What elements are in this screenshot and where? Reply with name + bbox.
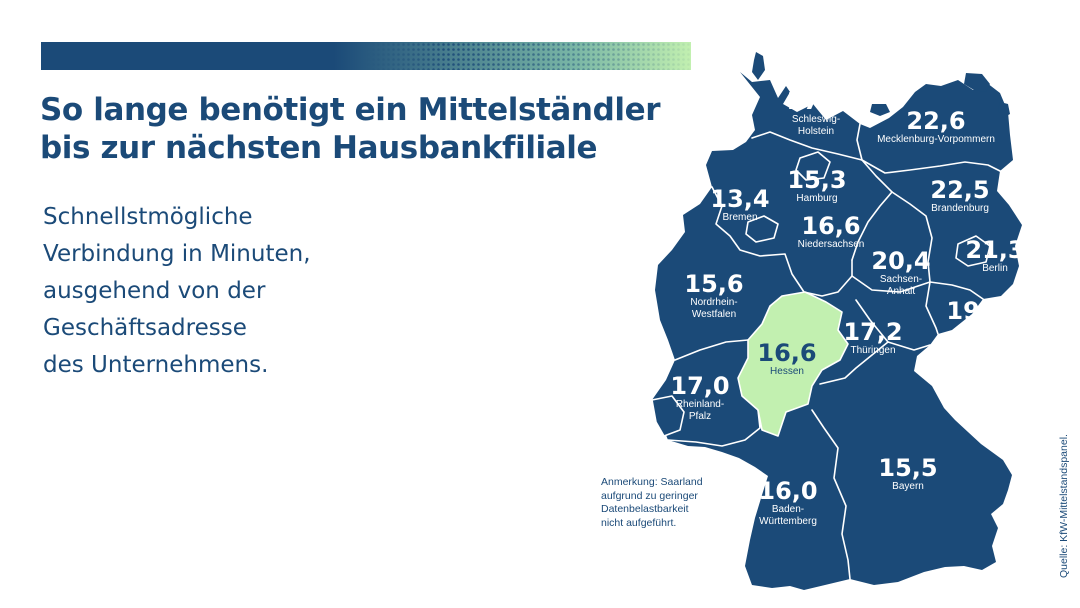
region-value: 16,6 [801, 212, 861, 240]
region-value: 21,3 [965, 236, 1025, 264]
subtitle: Schnellstmögliche Verbindung in Minuten,… [43, 199, 403, 384]
title-line: bis zur nächsten Hausbankfiliale [40, 130, 598, 166]
region-name: Westfalen [691, 309, 737, 320]
note-line: nicht aufgeführt. [601, 516, 677, 529]
subtitle-line: Schnellstmögliche [43, 204, 253, 230]
border-rp-bw [667, 409, 761, 447]
region-name: Nordrhein- [690, 297, 738, 308]
region-label-berlin: 21,3 Berlin [965, 237, 1024, 275]
region-name: Anhalt [886, 286, 916, 297]
border-st-bb [891, 191, 933, 283]
note-line: Anmerkung: Saarland [601, 476, 703, 488]
region-value: 20,4 [871, 247, 931, 275]
page-title: So lange benötigt ein Mittelständler bis… [40, 91, 720, 167]
region-label-sachsen: 19,3 Sachsen [946, 298, 1005, 336]
border-ni-east [851, 159, 893, 261]
region-name: Holstein [797, 126, 835, 137]
border-berlin [955, 235, 991, 267]
region-label-niedersachsen: 16,6 Niedersachsen [798, 213, 865, 251]
region-name: Pfalz [688, 411, 712, 422]
usedom-island [998, 102, 1010, 118]
region-value: 19,3 [946, 297, 1006, 325]
border-th-sn [925, 281, 939, 335]
note-line: aufgrund zu geringer [601, 489, 698, 502]
region-value: 22,6 [906, 107, 966, 135]
fehmarn-island [870, 104, 890, 116]
subtitle-line: Geschäftsadresse [43, 315, 247, 341]
note-line: Datenbelastbarkeit [601, 503, 689, 515]
region-value: 17,2 [843, 318, 903, 346]
region-name: Hamburg [796, 193, 838, 204]
region-label-mecklenburg-vorpommern: 22,6 Mecklenburg-Vorpommern [877, 108, 995, 146]
region-value: 17,0 [670, 372, 730, 400]
region-label-baden-wuerttemberg: 16,0 Baden- Württemberg [758, 478, 817, 528]
region-value: 15,3 [787, 166, 847, 194]
region-label-thueringen: 17,2 Thüringen [843, 319, 902, 357]
source-credit: Quelle: KfW-Mittelstandspanel. [1058, 434, 1070, 578]
border-bw-by [811, 409, 851, 580]
region-name: Baden- [771, 504, 805, 515]
region-label-nordrhein-westfalen: 15,6 Nordrhein- Westfalen [684, 271, 743, 321]
region-label-hamburg: 15,3 Hamburg [787, 167, 846, 205]
region-label-bremen: 13,4 Bremen [710, 186, 769, 224]
border-hamburg [795, 151, 831, 181]
border-mv-south [861, 159, 1003, 174]
region-value: 13,4 [710, 185, 770, 213]
region-value: 17,7 [786, 87, 846, 115]
sylt-island [752, 52, 765, 80]
region-name: Sachsen [956, 324, 996, 335]
region-name: Sachsen- [879, 274, 923, 285]
header-banner-bar [41, 42, 691, 70]
region-label-brandenburg: 22,5 Brandenburg [930, 177, 989, 215]
subtitle-line: Verbindung in Minuten, [43, 241, 311, 267]
region-name: Brandenburg [931, 203, 989, 214]
region-name: Mecklenburg-Vorpommern [877, 134, 995, 145]
region-value: 22,5 [930, 176, 990, 204]
region-label-schleswig-holstein: 17,7 Schleswig- Holstein [786, 88, 845, 138]
ruegen-island [964, 73, 990, 92]
subtitle-line: ausgehend von der [43, 278, 266, 304]
region-name: Berlin [982, 263, 1008, 274]
hessen-region [737, 291, 849, 437]
region-name: Thüringen [850, 345, 896, 356]
region-value: 15,5 [878, 454, 938, 482]
border-sh-south [751, 131, 863, 161]
title-line: So lange benötigt ein Mittelständler [40, 92, 661, 128]
border-he-by [819, 341, 889, 385]
region-name: Schleswig- [791, 114, 841, 125]
region-label-sachsen-anhalt: 20,4 Sachsen- Anhalt [871, 248, 930, 298]
region-label-rheinland-pfalz: 17,0 Rheinland- Pfalz [670, 373, 729, 423]
germany-map [651, 52, 1022, 590]
subtitle-line: des Unternehmens. [43, 352, 269, 378]
border-nrw-rp [674, 339, 749, 361]
annotation-note: Anmerkung: Saarland aufgrund zu geringer… [601, 476, 761, 530]
region-name: Rheinland- [675, 399, 725, 410]
region-label-hessen: 16,6 Hessen [757, 340, 816, 378]
region-value: 16,0 [758, 477, 818, 505]
region-name: Hessen [770, 366, 804, 377]
region-name: Niedersachsen [797, 239, 865, 250]
border-sh-mv [856, 123, 863, 161]
state-borders [667, 123, 1003, 580]
border-ni-west [711, 186, 853, 297]
region-label-bayern: 15,5 Bayern [878, 455, 937, 493]
region-name: Bremen [722, 212, 758, 223]
region-value: 16,6 [757, 339, 817, 367]
saarland-region [651, 395, 685, 437]
region-name: Bayern [892, 481, 924, 492]
border-bremen [745, 215, 779, 243]
region-value: 15,6 [684, 270, 744, 298]
region-name: Württemberg [759, 516, 817, 527]
